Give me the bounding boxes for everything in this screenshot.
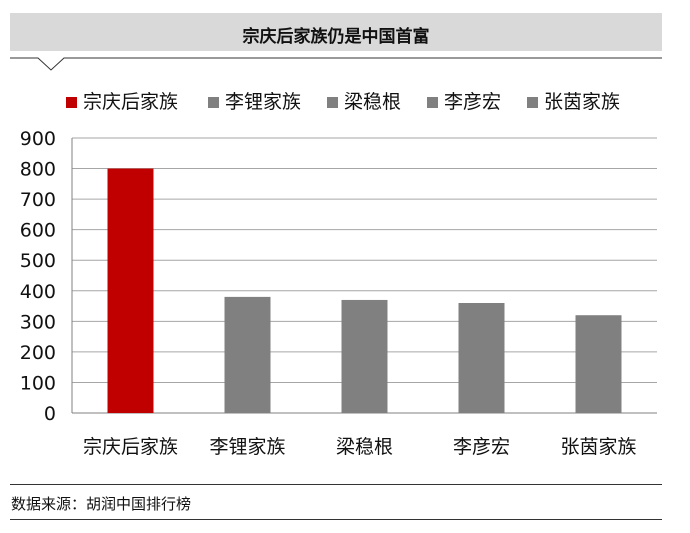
y-tick-label: 200 [20, 342, 56, 364]
x-tick-label: 宗庆后家族 [83, 436, 178, 458]
y-tick-label: 900 [20, 128, 56, 150]
y-tick-label: 500 [20, 250, 56, 272]
legend-swatch [327, 96, 338, 108]
bar [341, 299, 388, 413]
bar-chart: 0 100 200 300 400 500 600 700 800 900 宗庆后家族 李锂家族 梁稳根… [20, 128, 657, 458]
title-band: 宗庆后家族仍是中国首富 [10, 13, 662, 51]
legend-label: 李锂家族 [225, 91, 302, 113]
x-tick-label: 李锂家族 [209, 436, 285, 458]
chart-title: 宗庆后家族仍是中国首富 [242, 27, 430, 47]
legend-item: 李锂家族 [208, 90, 301, 114]
legend-item: 宗庆后家族 [66, 90, 178, 114]
legend-label: 宗庆后家族 [83, 91, 179, 113]
bar [224, 296, 271, 413]
bar [575, 315, 622, 413]
y-tick-label: 400 [20, 281, 56, 303]
legend-swatch [66, 96, 77, 108]
legend-swatch [527, 96, 538, 108]
legend-item: 李彦宏 [427, 90, 501, 114]
x-tick-label: 张茵家族 [560, 436, 636, 458]
legend-swatch [208, 96, 219, 108]
title-pointer [10, 57, 662, 71]
legend-swatch [427, 96, 438, 108]
legend-label: 李彦宏 [444, 91, 502, 113]
legend-label: 梁稳根 [344, 91, 402, 113]
y-tick-label: 700 [20, 189, 56, 211]
legend-item: 张茵家族 [527, 90, 620, 114]
source-rule-top [10, 484, 662, 485]
y-tick-label: 0 [44, 403, 56, 425]
y-tick-label: 300 [20, 311, 56, 333]
x-tick-label: 李彦宏 [453, 436, 510, 458]
bar [458, 303, 505, 413]
legend-label: 张茵家族 [544, 91, 621, 113]
legend-item: 梁稳根 [327, 90, 401, 114]
x-tick-label: 梁稳根 [336, 436, 393, 458]
y-tick-label: 600 [20, 220, 56, 242]
source-rule-bottom [10, 519, 662, 520]
y-tick-label: 800 [20, 159, 56, 181]
bar [107, 168, 154, 413]
y-tick-label: 100 [20, 372, 56, 394]
source-note: 数据来源：胡润中国排行榜 [11, 495, 192, 513]
